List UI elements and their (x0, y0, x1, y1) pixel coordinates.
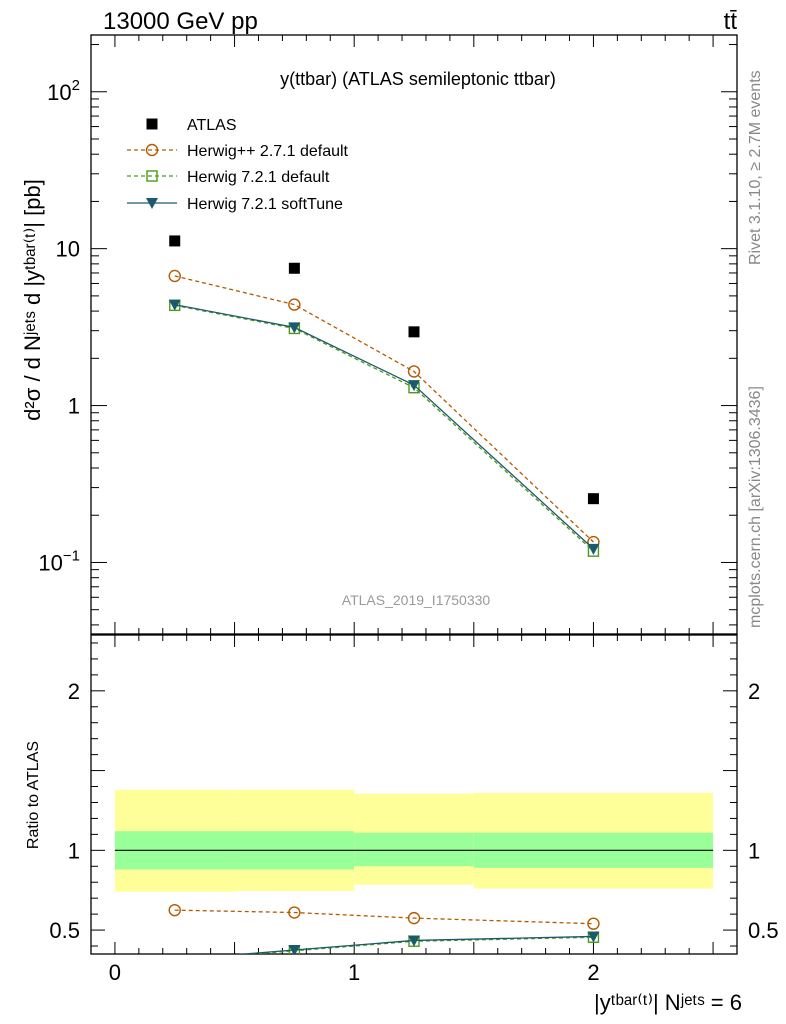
ratio-y-ticks (91, 642, 737, 947)
ratio-point (288, 906, 301, 919)
legend-marker (146, 198, 158, 209)
y-tick-label: 10 (56, 237, 80, 262)
ratio-y-axis-label: Ratio to ATLAS (25, 741, 42, 849)
analysis-watermark: ATLAS_2019_I1750330 (342, 592, 491, 608)
data-point (408, 326, 420, 338)
header-right: tt̄ (724, 8, 738, 35)
y-tick-label: 0.5 (49, 918, 80, 943)
y-tick-label: 102 (47, 77, 80, 105)
x-axis-label: |yᵗᵇᵃʳ⁽ᵗ⁾| Nʲᵉᵗˢ = 6 (594, 990, 742, 1015)
series-line (174, 304, 594, 552)
ratio-bands (114, 789, 714, 892)
ratio-point (170, 955, 180, 965)
y-tick-label: 1 (68, 394, 80, 419)
y-tick-label: 1 (748, 838, 760, 863)
main-y-axis-label: d²σ / d Nʲᵉᵗˢ d |yᵗᵇᵃʳ⁽ᵗ⁾| [pb] (20, 179, 45, 421)
data-point (168, 299, 181, 311)
ratio-point (288, 945, 301, 954)
y-tick-label: 0.5 (748, 918, 779, 943)
data-point (587, 543, 600, 555)
data-point (169, 235, 181, 247)
legend-label: Herwig++ 2.7.1 default (187, 143, 349, 160)
y-tick-label: 10−1 (38, 547, 80, 575)
main-frame (90, 34, 738, 635)
y-tick-label: 1 (68, 838, 80, 863)
legend-label: Herwig 7.2.1 softTune (187, 196, 343, 213)
mcplots-label: mcplots.cern.ch [arXiv:1306.3436] (747, 386, 764, 628)
band-inner (354, 832, 474, 867)
data-point (288, 322, 301, 334)
main-y-tick-labels: 10−1 1 10 102 (38, 77, 80, 576)
main-x-ticks (114, 35, 714, 634)
rivet-label: Rivet 3.1.10, ≥ 2.7M events (747, 70, 764, 265)
data-point (408, 380, 420, 392)
main-y-ticks (91, 44, 737, 626)
x-tick-label: 1 (348, 960, 360, 985)
ratio-point (168, 903, 181, 917)
data-point (587, 493, 599, 505)
x-tick-label: 0 (109, 960, 121, 985)
series-line (174, 303, 594, 550)
legend: ATLAS Herwig++ 2.7.1 default Herwig 7.2.1 … (127, 117, 349, 213)
legend-marker (145, 143, 159, 157)
plot-title: y(ttbar) (ATLAS semileptonic ttbar) (280, 69, 556, 89)
x-tick-label: 2 (587, 960, 599, 985)
legend-marker (146, 118, 158, 130)
data-point (288, 298, 301, 311)
ratio-y-tick-labels: 0.5 0.5 1 1 2 2 (49, 679, 778, 943)
data-point (288, 262, 300, 274)
data-point (407, 365, 421, 378)
legend-marker (146, 170, 158, 182)
legend-label: ATLAS (187, 117, 237, 134)
ratio-series (168, 903, 600, 966)
ratio-point (407, 911, 421, 925)
header-left: 13000 GeV pp (103, 8, 258, 35)
ratio-point (587, 917, 600, 930)
ratio-point (169, 955, 181, 966)
ratio-frame (90, 634, 738, 955)
y-tick-label: 2 (68, 679, 80, 704)
ratio-x-tick-labels: 0 1 2 (109, 960, 600, 985)
ratio-line (174, 909, 594, 925)
ratio-point (408, 935, 420, 947)
ratio-line (236, 935, 594, 954)
data-point (168, 269, 181, 283)
legend-label: Herwig 7.2.1 default (187, 169, 330, 186)
ratio-line (246, 936, 594, 954)
ratio-x-ticks (114, 635, 714, 954)
ratio-point (587, 931, 600, 943)
series-line (174, 275, 594, 543)
main-series (168, 235, 600, 557)
y-tick-label: 2 (748, 679, 760, 704)
